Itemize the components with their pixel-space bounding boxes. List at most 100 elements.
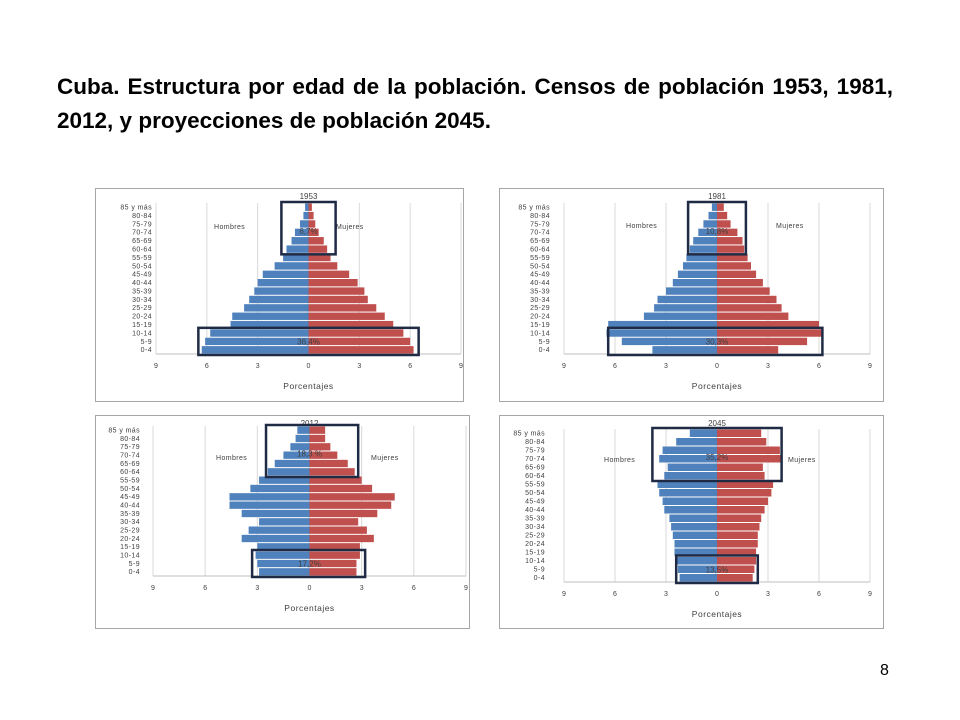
bar-mujeres — [717, 514, 762, 522]
age-group-label: 50-54 — [530, 263, 550, 270]
x-tick-label: 0 — [307, 363, 311, 370]
bar-mujeres — [717, 455, 782, 463]
bar-hombres — [283, 451, 310, 459]
series-label-hombres: Hombres — [604, 457, 635, 464]
age-group-label: 65-69 — [525, 465, 545, 472]
bar-mujeres — [717, 211, 728, 220]
bar-mujeres — [308, 253, 331, 262]
bar-hombres — [229, 501, 310, 509]
bar-mujeres — [309, 443, 331, 451]
bar-mujeres — [308, 237, 324, 245]
age-group-label: 85 y más — [108, 428, 140, 435]
bar-mujeres — [717, 565, 755, 573]
age-group-label: 50-54 — [525, 490, 545, 497]
age-group-label: 80-84 — [120, 436, 140, 443]
bar-mujeres — [308, 329, 404, 337]
bar-hombres — [693, 237, 717, 245]
bar-hombres — [667, 463, 717, 471]
pyramid-1981-panel: 1981 9 6 3 0 3 6 9 85 y más 80-84 75-79 70-74 65-69 6… — [499, 188, 884, 402]
bar-hombres — [305, 203, 309, 211]
age-group-label: 30-34 — [132, 297, 152, 304]
bar-hombres — [257, 279, 309, 287]
bar-hombres — [201, 346, 309, 354]
bar-hombres — [669, 514, 717, 522]
age-group-label: 10-14 — [120, 553, 140, 560]
bar-hombres — [241, 534, 310, 543]
age-group-label: 45-49 — [120, 494, 140, 501]
highlight-box — [264, 423, 360, 479]
bar-hombres — [255, 551, 310, 559]
age-group-label: 70-74 — [530, 230, 550, 237]
series-label-hombres: Hombres — [214, 224, 245, 231]
bar-hombres — [711, 203, 717, 211]
age-group-label: 85 y más — [120, 205, 152, 212]
age-group-label: 15-19 — [525, 550, 545, 557]
pyramid-1953-panel: 1953 9 6 3 0 3 6 9 85 y más 80-84 75-79 70-74 65-69 6… — [95, 188, 464, 402]
x-tick-label: 6 — [412, 585, 416, 592]
bar-mujeres — [717, 337, 808, 346]
bar-hombres — [257, 559, 310, 568]
bar-hombres — [659, 455, 717, 463]
series-label-mujeres: Mujeres — [788, 457, 816, 464]
bar-hombres — [241, 509, 310, 518]
age-group-label: 60-64 — [530, 246, 550, 253]
bar-hombres — [295, 434, 310, 443]
age-group-label: 80-84 — [132, 213, 152, 220]
age-group-label: 55-59 — [132, 255, 152, 262]
bar-hombres — [672, 279, 717, 287]
series-label-hombres: Hombres — [626, 223, 657, 230]
x-axis-label: Porcentajes — [283, 381, 333, 391]
bar-hombres — [664, 506, 717, 514]
bar-hombres — [676, 557, 717, 565]
bar-hombres — [698, 228, 717, 237]
age-group-label: 15-19 — [530, 322, 550, 329]
age-group-label: 15-19 — [120, 544, 140, 551]
bar-hombres — [686, 253, 717, 262]
age-group-label: 25-29 — [132, 305, 152, 312]
bar-hombres — [652, 346, 717, 354]
x-tick-label: 3 — [360, 585, 364, 592]
bar-mujeres — [717, 312, 789, 320]
age-group-label: 75-79 — [120, 444, 140, 451]
bar-mujeres — [717, 557, 757, 565]
bar-hombres — [274, 262, 309, 270]
bar-mujeres — [717, 540, 758, 548]
x-tick-label: 0 — [308, 585, 312, 592]
x-tick-label: 3 — [664, 363, 668, 370]
bar-hombres — [259, 476, 310, 484]
highlight-box — [250, 548, 367, 579]
bar-mujeres — [309, 493, 395, 501]
age-group-label: 0-4 — [141, 347, 152, 354]
bar-hombres — [689, 245, 717, 253]
x-tick-label: 3 — [256, 363, 260, 370]
age-group-label: 35-39 — [525, 516, 545, 523]
bar-mujeres — [717, 548, 757, 556]
highlight-percentage: 17,2% — [298, 560, 321, 569]
age-group-label: 70-74 — [132, 230, 152, 237]
bar-mujeres — [309, 559, 357, 568]
x-tick-label: 3 — [766, 591, 770, 598]
bar-mujeres — [308, 270, 350, 278]
bar-hombres — [606, 329, 717, 337]
x-tick-label: 6 — [613, 591, 617, 598]
bar-hombres — [294, 228, 309, 237]
age-group-label: 45-49 — [525, 499, 545, 506]
bar-hombres — [267, 468, 310, 476]
age-group-label: 10-14 — [530, 330, 550, 337]
age-group-label: 55-59 — [525, 482, 545, 489]
bar-hombres — [677, 565, 717, 573]
bar-mujeres — [717, 295, 777, 304]
x-tick-label: 6 — [817, 363, 821, 370]
x-tick-label: 0 — [715, 591, 719, 598]
bar-mujeres — [309, 434, 326, 443]
bar-hombres — [671, 523, 717, 531]
age-group-label: 50-54 — [132, 263, 152, 270]
bar-mujeres — [308, 320, 394, 329]
age-group-label: 20-24 — [530, 314, 550, 321]
bar-hombres — [230, 320, 309, 329]
bar-mujeres — [309, 543, 360, 551]
bar-mujeres — [717, 506, 765, 514]
